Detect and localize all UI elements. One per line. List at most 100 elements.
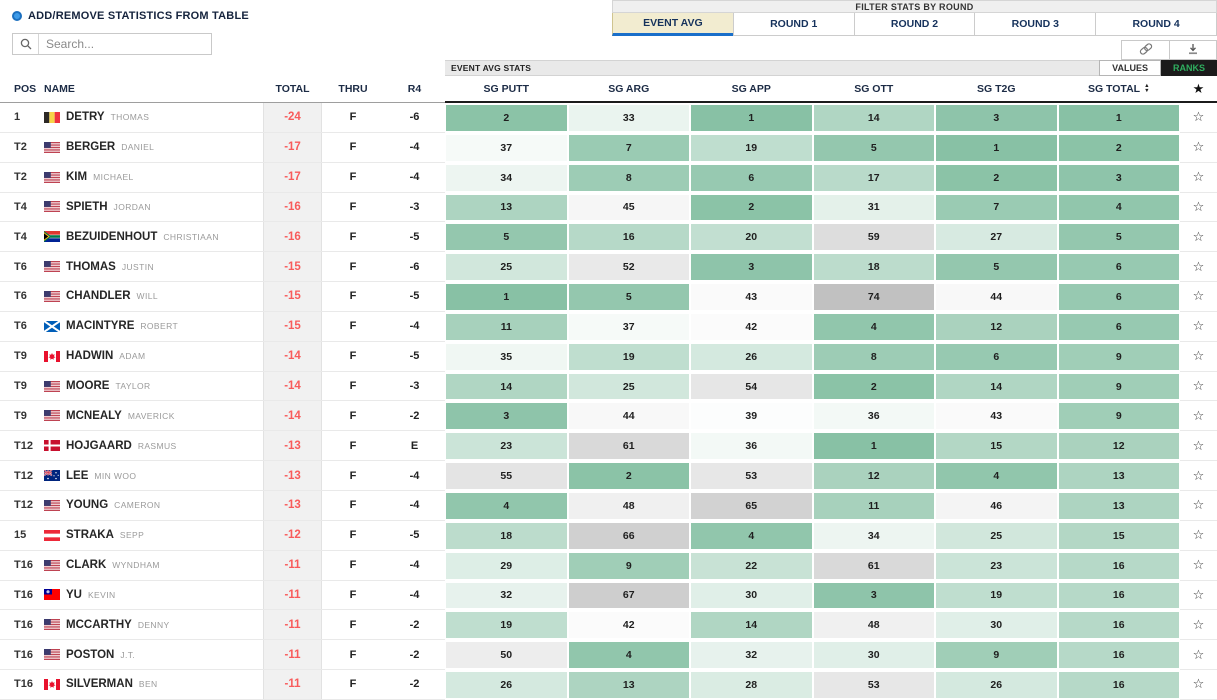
column-header-favorites[interactable]: ★ xyxy=(1180,76,1217,103)
stat-cell-sg-arg: 13 xyxy=(568,670,691,700)
favorite-star-button[interactable]: ☆ xyxy=(1180,670,1217,700)
favorite-star-button[interactable]: ☆ xyxy=(1180,431,1217,462)
column-header-sg-total[interactable]: SG TOTAL ▲ ▼ xyxy=(1058,83,1181,95)
add-remove-stats-button[interactable]: ADD/REMOVE STATISTICS FROM TABLE xyxy=(12,10,432,22)
stat-rank-value: 54 xyxy=(691,373,812,400)
player-first-name: KEVIN xyxy=(87,589,116,600)
column-header-sg-ott[interactable]: SG OTT xyxy=(854,82,894,95)
stat-rank-value: 16 xyxy=(1058,582,1179,609)
download-button[interactable] xyxy=(1169,41,1216,59)
player-name-cell: HADWIN ADAM xyxy=(44,350,263,362)
stat-rank-value: 5 xyxy=(936,254,1057,281)
flag-usa-icon xyxy=(44,141,60,153)
column-header-pos[interactable]: POS xyxy=(14,83,37,95)
stat-cell-sg-ott: 30 xyxy=(813,640,936,670)
column-header-sg-app[interactable]: SG APP xyxy=(731,82,771,95)
flag-usa-icon xyxy=(44,499,60,511)
column-header-total[interactable]: TOTAL xyxy=(275,83,310,95)
tab-event-avg[interactable]: EVENT AVG xyxy=(612,13,734,36)
player-last-name: STRAKA xyxy=(66,529,114,542)
stat-cell-sg-putt: 26 xyxy=(445,670,568,700)
stat-cells: 50 4 32 30 9 16 xyxy=(445,640,1180,671)
favorite-star-button[interactable]: ☆ xyxy=(1180,341,1217,372)
player-name-cell: BEZUIDENHOUT CHRISTIAAN xyxy=(44,231,263,243)
column-header-sg-arg[interactable]: SG ARG xyxy=(608,82,650,95)
stat-cell-sg-ott: 74 xyxy=(813,282,936,312)
stat-cell-sg-total: 6 xyxy=(1058,312,1181,342)
stat-cell-sg-total: 16 xyxy=(1058,610,1181,640)
stat-rank-value: 53 xyxy=(813,672,934,698)
stat-cell-sg-arg: 44 xyxy=(568,401,691,431)
stat-rank-value: 4 xyxy=(568,642,689,669)
stat-cell-sg-putt: 32 xyxy=(445,581,568,611)
position-cell: T16 xyxy=(14,648,33,661)
search-input[interactable] xyxy=(39,34,211,54)
tab-round-2[interactable]: ROUND 2 xyxy=(853,13,976,36)
favorite-star-button[interactable]: ☆ xyxy=(1180,371,1217,402)
stat-rank-value: 46 xyxy=(936,492,1057,519)
tab-round-3[interactable]: ROUND 3 xyxy=(974,13,1097,36)
favorite-star-button[interactable]: ☆ xyxy=(1180,520,1217,551)
favorite-star-button[interactable]: ☆ xyxy=(1180,103,1217,133)
r4-cell: -2 xyxy=(409,618,420,631)
favorite-star-button[interactable]: ☆ xyxy=(1180,222,1217,253)
stat-cell-sg-ott: 61 xyxy=(813,551,936,581)
favorite-star-button[interactable]: ☆ xyxy=(1180,282,1217,312)
ranks-mode-button[interactable]: RANKS xyxy=(1160,60,1217,76)
thru-cell: F xyxy=(349,409,357,422)
column-header-sg-putt[interactable]: SG PUTT xyxy=(483,82,529,95)
search-icon xyxy=(13,34,39,54)
player-first-name: DENNY xyxy=(137,619,170,630)
stat-cell-sg-putt: 13 xyxy=(445,193,568,223)
favorite-star-button[interactable]: ☆ xyxy=(1180,550,1217,581)
tab-round-4[interactable]: ROUND 4 xyxy=(1095,13,1217,36)
favorite-star-button[interactable]: ☆ xyxy=(1180,490,1217,521)
values-ranks-toggle: VALUES RANKS xyxy=(1099,60,1217,76)
favorite-star-button[interactable]: ☆ xyxy=(1180,162,1217,193)
stat-cells: 1 5 43 74 44 6 xyxy=(445,282,1180,312)
tab-round-1[interactable]: ROUND 1 xyxy=(732,13,855,36)
favorite-star-button[interactable]: ☆ xyxy=(1180,132,1217,163)
values-mode-button[interactable]: VALUES xyxy=(1099,60,1161,76)
stat-rank-value: 43 xyxy=(936,403,1057,430)
column-header-r4[interactable]: R4 xyxy=(407,83,422,95)
stat-rank-value: 13 xyxy=(1058,492,1179,519)
column-header-name[interactable]: NAME xyxy=(44,83,75,95)
favorite-star-button[interactable]: ☆ xyxy=(1180,192,1217,223)
thru-cell: F xyxy=(349,290,357,303)
position-cell: T16 xyxy=(14,588,33,601)
stat-rank-value: 65 xyxy=(691,492,812,519)
stat-cell-sg-ott: 8 xyxy=(813,342,936,372)
favorite-star-button[interactable]: ☆ xyxy=(1180,311,1217,342)
player-last-name: BEZUIDENHOUT xyxy=(66,230,158,243)
stat-rank-value: 12 xyxy=(936,313,1057,340)
stat-cells: 32 67 30 3 19 16 xyxy=(445,580,1180,611)
thru-cell: F xyxy=(349,171,357,184)
favorite-star-button[interactable]: ☆ xyxy=(1180,610,1217,641)
stat-rank-value: 14 xyxy=(691,612,812,639)
stat-rank-value: 9 xyxy=(936,642,1057,669)
stat-rank-value: 31 xyxy=(813,194,934,221)
player-name-cell: MOORE TAYLOR xyxy=(44,380,263,392)
favorite-star-button[interactable]: ☆ xyxy=(1180,580,1217,611)
column-header-sg-t2g[interactable]: SG T2G xyxy=(976,82,1016,95)
position-cell: T12 xyxy=(14,469,33,482)
table-row: T12 HOJGAARD RASMUS -13 F E 23 61 36 1 15 12 ☆ xyxy=(0,431,1217,462)
stat-cell-sg-arg: 9 xyxy=(568,551,691,581)
stat-cell-sg-t2g: 23 xyxy=(935,551,1058,581)
stat-rank-value: 8 xyxy=(813,343,934,370)
favorite-star-button[interactable]: ☆ xyxy=(1180,252,1217,283)
stat-cell-sg-ott: 11 xyxy=(813,491,936,521)
favorite-star-button[interactable]: ☆ xyxy=(1180,401,1217,432)
table-row: T16 MCCARTHY DENNY -11 F -2 19 42 14 48 30 16 ☆ xyxy=(0,610,1217,641)
share-link-button[interactable] xyxy=(1122,41,1169,59)
r4-cell: -4 xyxy=(409,320,420,333)
stat-cell-sg-app: 32 xyxy=(690,640,813,670)
stat-rank-value: 28 xyxy=(691,672,812,698)
favorite-star-button[interactable]: ☆ xyxy=(1180,640,1217,671)
column-header-thru[interactable]: THRU xyxy=(338,83,368,95)
favorite-star-button[interactable]: ☆ xyxy=(1180,461,1217,491)
stat-cell-sg-ott: 59 xyxy=(813,222,936,252)
stat-rank-value: 16 xyxy=(1058,612,1179,639)
stat-cell-sg-app: 1 xyxy=(690,103,813,133)
